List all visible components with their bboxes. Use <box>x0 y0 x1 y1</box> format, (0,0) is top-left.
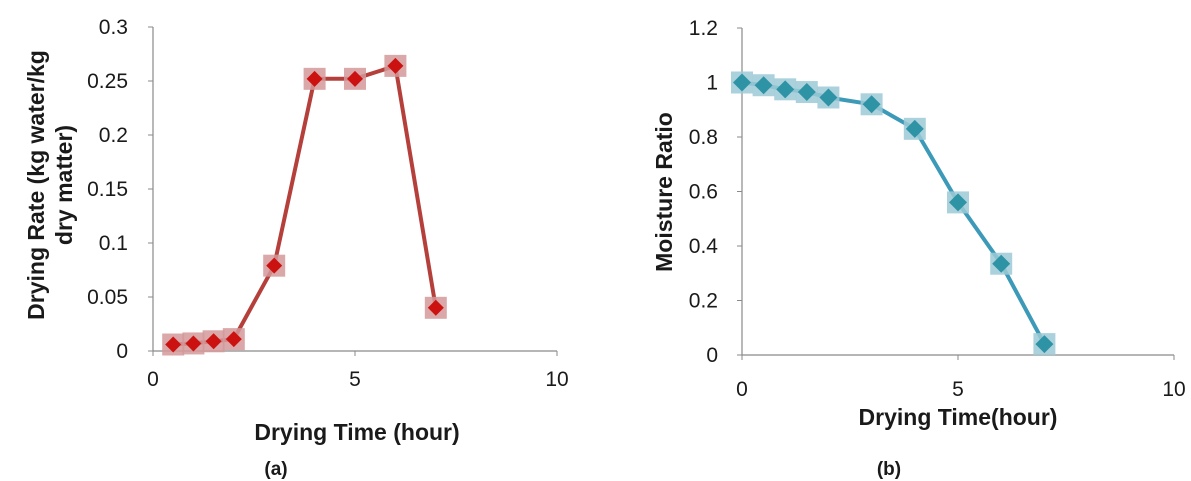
x-tick-label: 0 <box>736 378 748 401</box>
chart-panel-b: 0 0.2 0.4 0.6 0.8 1 1.2 0 5 10 Drying Time(hour) Mo… <box>651 17 1186 480</box>
data-point <box>347 70 363 87</box>
data-point <box>819 88 838 107</box>
data-point <box>949 193 967 212</box>
data-point <box>754 76 773 95</box>
y-tick-label: 0.25 <box>87 70 128 93</box>
data-point <box>797 83 816 102</box>
y-tick-label: 0.6 <box>689 181 718 204</box>
data-point <box>862 95 881 114</box>
series-line <box>741 80 1047 346</box>
data-point <box>306 70 323 87</box>
data-point <box>733 73 751 92</box>
data-point <box>992 254 1011 273</box>
y-tick-label: 1 <box>706 72 718 95</box>
y-tick-label: 0.1 <box>99 232 128 255</box>
panel-label: (b) <box>877 459 901 480</box>
x-tick-label: 0 <box>147 368 159 391</box>
y-tick-label: 0 <box>706 344 718 367</box>
x-axis-title: Drying Time(hour) <box>859 404 1058 430</box>
data-point <box>225 331 242 348</box>
data-point <box>905 119 924 138</box>
series-line <box>173 63 438 347</box>
data-point <box>185 335 202 352</box>
y-axis-title-line-1: Moisture Ratio <box>651 112 677 272</box>
x-tick-label: 10 <box>545 368 568 391</box>
x-tick-label: 5 <box>349 368 361 391</box>
y-tick-label: 1.2 <box>689 17 718 40</box>
x-tick-label: 5 <box>952 378 964 401</box>
y-tick-label: 0.2 <box>689 290 718 313</box>
chart-panel-a: 0 0.05 0.1 0.15 0.2 0.25 0.3 0 5 10 Drying Time (h… <box>23 16 569 480</box>
data-point <box>387 57 404 74</box>
y-tick-label: 0.8 <box>689 126 718 149</box>
data-point <box>776 80 795 99</box>
y-axis-title-line-2: dry matter) <box>51 125 77 245</box>
data-point <box>1035 335 1054 354</box>
x-tick-label: 10 <box>1162 378 1185 401</box>
y-tick-label: 0.2 <box>99 124 128 147</box>
panel-label: (a) <box>264 459 287 480</box>
data-point <box>205 333 222 350</box>
data-point <box>427 299 444 316</box>
data-point <box>165 336 182 353</box>
y-tick-label: 0 <box>116 340 128 363</box>
y-tick-label: 0.15 <box>87 178 128 201</box>
y-axis-title-line-1: Drying Rate (kg water/kg <box>23 50 49 320</box>
y-tick-label: 0.3 <box>99 16 128 39</box>
y-tick-label: 0.05 <box>87 286 128 309</box>
data-point <box>266 257 283 274</box>
y-tick-label: 0.4 <box>689 235 719 258</box>
x-axis-title: Drying Time (hour) <box>254 419 459 445</box>
